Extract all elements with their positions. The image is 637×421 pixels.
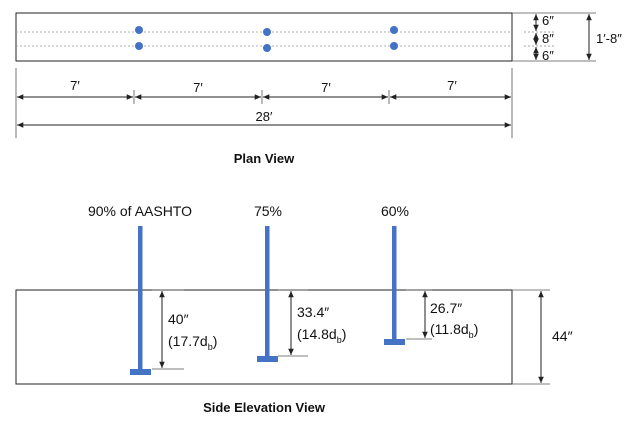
plan-view-caption: Plan View [234, 151, 295, 166]
dim-label-overall-width: 1′-8″ [596, 31, 622, 46]
bar-head-90 [130, 369, 151, 375]
headed-bar-60 [392, 226, 397, 340]
plan-bar-dot [263, 28, 271, 36]
embed-db-label-75: (14.8db) [297, 326, 346, 345]
embed-db-label-60: (11.8db) [430, 321, 478, 340]
plan-view: 6″ 8″ 6″ 1′-8″ 7′ 7′ 7′ 7′ 28′ Plan View [15, 12, 622, 166]
dim-label-spacing-4: 7′ [447, 78, 457, 93]
bar-head-75 [257, 356, 278, 362]
dim-label-6in-bottom: 6″ [542, 48, 554, 63]
plan-bar-dot [263, 44, 271, 52]
bar-label-90: 90% of AASHTO [88, 203, 192, 219]
plan-outline [15, 12, 513, 62]
dim-label-spacing-2: 7′ [193, 80, 203, 95]
embed-label-60: 26.7″ [430, 300, 462, 316]
embed-label-75: 33.4″ [297, 304, 329, 320]
plan-bar-dot [135, 26, 143, 34]
plan-bar-dot [390, 42, 398, 50]
embed-label-90: 40″ [168, 311, 189, 327]
embed-db-label-90: (17.7db) [168, 333, 217, 352]
bar-head-60 [384, 339, 405, 345]
dim-label-spacing-1: 7′ [70, 78, 80, 93]
bar-label-60: 60% [381, 203, 409, 219]
headed-bar-90 [138, 226, 143, 370]
plan-bar-dot [135, 42, 143, 50]
dim-label-spacing-3: 7′ [321, 80, 331, 95]
dim-label-8in: 8″ [542, 31, 554, 46]
elevation-outline [15, 289, 513, 385]
elevation-view: 90% of AASHTO 75% 60% 40″ (17.7db) 33.4″… [15, 203, 573, 415]
headed-bar-75 [265, 226, 270, 357]
elevation-view-caption: Side Elevation View [203, 400, 326, 415]
dim-label-6in-top: 6″ [542, 13, 554, 28]
bar-label-75: 75% [254, 203, 282, 219]
plan-bar-dot [390, 26, 398, 34]
dim-label-overall-length: 28′ [256, 109, 273, 124]
depth-label: 44″ [552, 328, 573, 344]
